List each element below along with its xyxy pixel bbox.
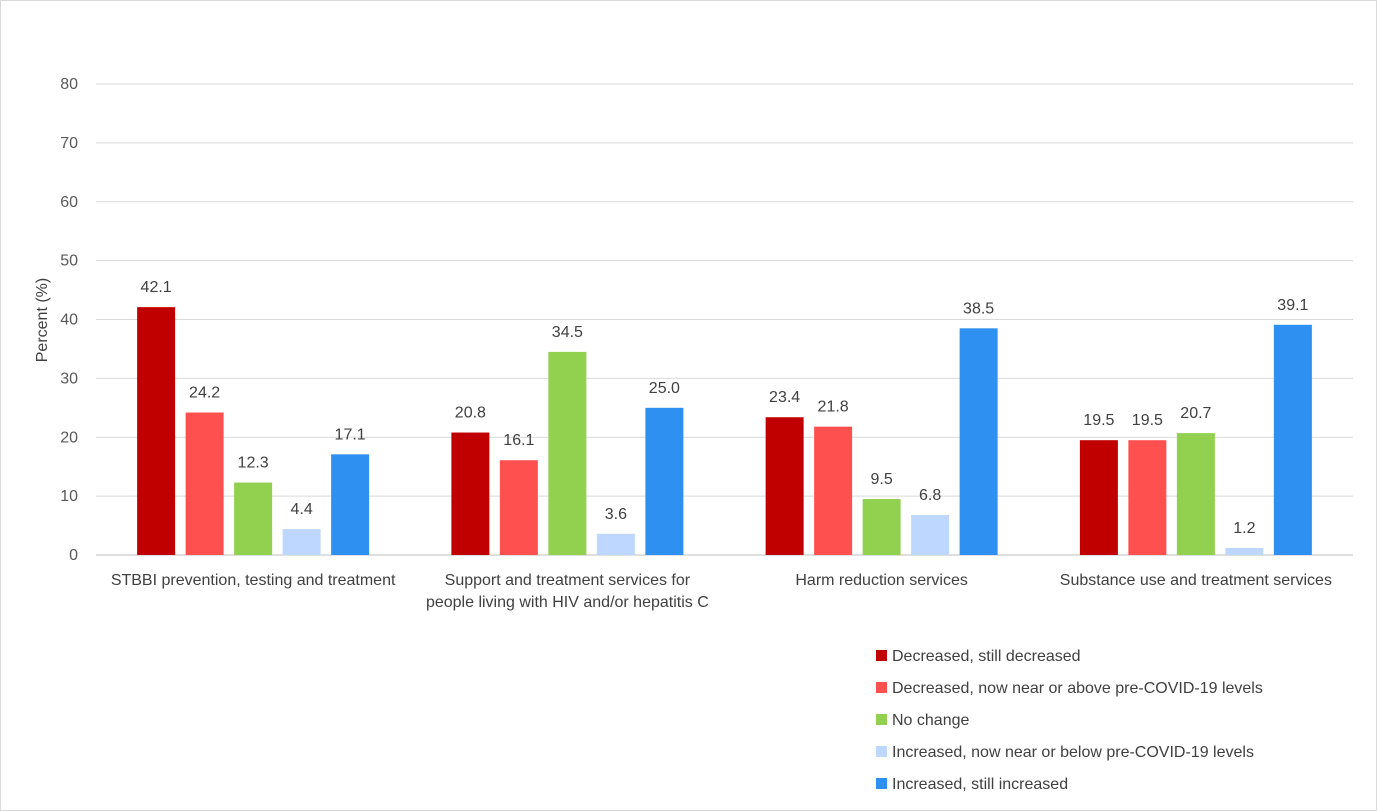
data-label: 6.8 [919, 487, 941, 504]
data-label: 21.8 [818, 399, 849, 416]
bar [1079, 440, 1118, 555]
bar [331, 454, 370, 555]
bar [596, 533, 635, 555]
data-labels: 42.1 24.2 12.3 4.4 17.1 20.8 16.1 34.5 3.6 25.0 23… [141, 279, 1309, 537]
legend-label: Increased, now near or below pre-COVID-1… [892, 744, 1254, 761]
data-label: 20.8 [455, 405, 486, 422]
legend: Decreased, still decreased Decreased, now… [876, 648, 1263, 793]
y-tick-label: 50 [60, 253, 78, 270]
legend-label: No change [892, 712, 969, 729]
y-axis-ticks: 0 10 20 30 40 50 60 70 80 [60, 76, 78, 564]
bar [1176, 433, 1215, 555]
data-label: 17.1 [335, 426, 366, 443]
bar [765, 417, 804, 555]
bar [499, 460, 538, 555]
bar [548, 351, 587, 555]
data-label: 25.0 [649, 380, 680, 397]
y-tick-label: 20 [60, 429, 78, 446]
category-label: Harm reduction services [795, 572, 968, 589]
data-label: 38.5 [963, 300, 994, 317]
legend-swatch [876, 714, 887, 725]
data-label: 39.1 [1277, 297, 1308, 314]
bar [1273, 324, 1312, 555]
bar [137, 307, 176, 555]
legend-label: Decreased, now near or above pre-COVID-1… [892, 680, 1263, 697]
legend-swatch [876, 746, 887, 757]
data-label: 20.7 [1180, 405, 1211, 422]
data-label: 3.6 [605, 506, 627, 523]
legend-swatch [876, 650, 887, 661]
bars [137, 307, 1312, 555]
data-label: 23.4 [769, 389, 800, 406]
bar [234, 482, 273, 555]
data-label: 4.4 [291, 501, 313, 518]
bar [959, 328, 998, 555]
category-label: Substance use and treatment services [1060, 572, 1332, 589]
bar [1225, 547, 1264, 555]
data-label: 9.5 [871, 471, 893, 488]
category-label: Support and treatment services for [445, 572, 691, 589]
legend-label: Decreased, still decreased [892, 648, 1081, 665]
bar [645, 407, 684, 555]
y-tick-label: 40 [60, 312, 78, 329]
y-tick-label: 30 [60, 370, 78, 387]
data-label: 12.3 [238, 455, 269, 472]
bar [1128, 440, 1167, 555]
bar [282, 529, 321, 555]
bar [814, 426, 853, 555]
y-tick-label: 0 [69, 547, 78, 564]
data-label: 19.5 [1132, 412, 1163, 429]
y-axis-title: Percent (%) [34, 278, 51, 362]
legend-swatch [876, 682, 887, 693]
data-label: 42.1 [141, 279, 172, 296]
legend-label: Increased, still increased [892, 776, 1068, 793]
y-tick-label: 60 [60, 194, 78, 211]
y-tick-label: 80 [60, 76, 78, 93]
category-labels: STBBI prevention, testing and treatment S… [111, 572, 1332, 611]
legend-swatch [876, 778, 887, 789]
data-label: 34.5 [552, 324, 583, 341]
y-tick-label: 70 [60, 135, 78, 152]
data-label: 19.5 [1083, 412, 1114, 429]
category-label: people living with HIV and/or hepatitis … [426, 594, 709, 611]
data-label: 24.2 [189, 385, 220, 402]
data-label: 16.1 [503, 432, 534, 449]
bar [451, 432, 490, 555]
data-label: 1.2 [1233, 520, 1255, 537]
bar [911, 514, 950, 555]
y-tick-label: 10 [60, 488, 78, 505]
bar [185, 412, 224, 555]
bar [862, 499, 901, 555]
category-label: STBBI prevention, testing and treatment [111, 572, 396, 589]
